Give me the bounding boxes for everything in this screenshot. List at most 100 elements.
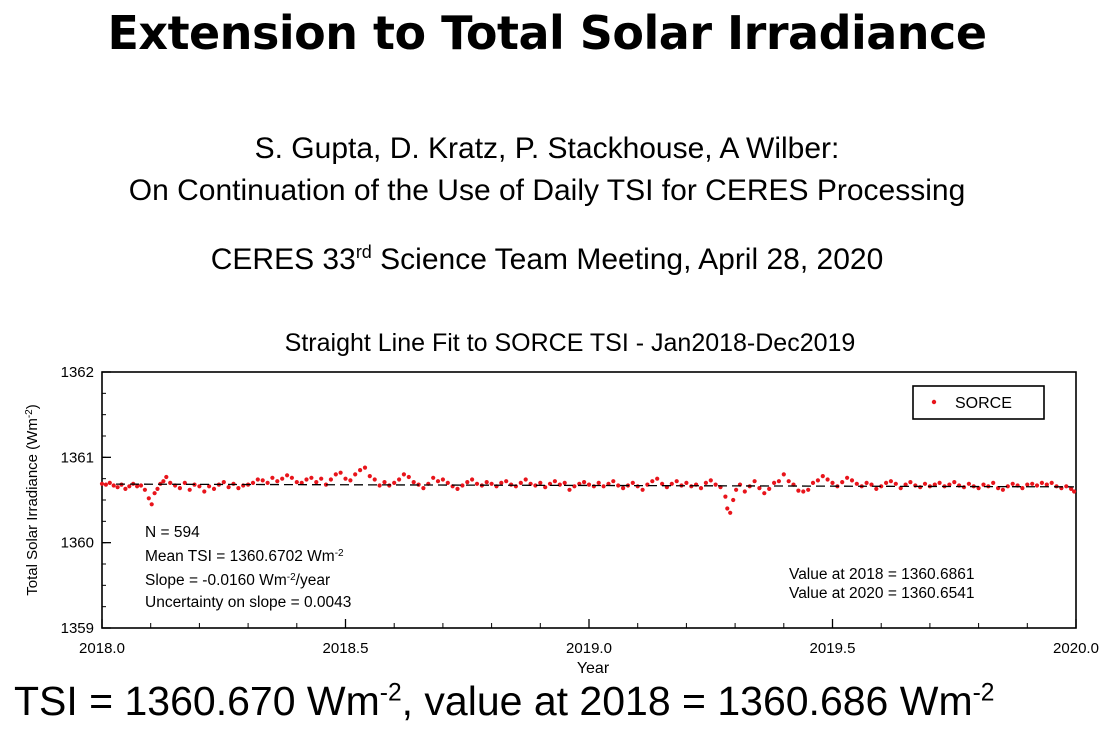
meeting-ordinal: rd (355, 242, 372, 262)
data-point (149, 502, 154, 507)
data-point (801, 489, 806, 494)
data-point (236, 486, 241, 491)
data-point (621, 486, 626, 491)
data-point (421, 486, 426, 491)
data-point (127, 484, 132, 489)
data-point (825, 477, 830, 482)
data-point (221, 480, 226, 485)
data-point (586, 482, 592, 487)
stat-uncertainty: Uncertainty on slope = 0.0043 (145, 594, 351, 611)
data-point (845, 475, 850, 480)
data-point (343, 476, 348, 481)
summary-unit-exp-2: -2 (972, 679, 995, 707)
data-point (182, 480, 187, 485)
data-point (884, 480, 889, 485)
data-point (991, 480, 996, 485)
stat-mean: Mean TSI = 1360.6702 Wm-2 (145, 548, 344, 566)
y-axis-label: Total Solar Irradiance (Wm-2) (24, 404, 42, 595)
data-point (518, 480, 523, 485)
data-point (918, 485, 923, 490)
data-point (1069, 486, 1074, 491)
data-point (353, 472, 358, 477)
slide-title: Extension to Total Solar Irradiance (107, 6, 987, 60)
data-point (372, 477, 377, 482)
y-tick-label: 1359 (61, 620, 94, 637)
data-point (470, 477, 475, 482)
data-point (698, 486, 704, 491)
data-point (146, 496, 151, 501)
data-point (358, 468, 363, 473)
data-point (543, 485, 548, 490)
x-tick-label: 2019.5 (810, 640, 856, 657)
data-point (299, 480, 304, 485)
data-point (742, 489, 747, 494)
data-point (440, 477, 445, 482)
data-point (460, 483, 465, 488)
data-point (713, 482, 718, 487)
meeting-text-pre: CERES 33 (210, 243, 356, 276)
data-point (1010, 481, 1015, 486)
data-point (309, 475, 314, 480)
data-point (362, 465, 368, 470)
data-point (660, 481, 665, 486)
data-point (99, 481, 105, 486)
data-point (684, 480, 689, 485)
data-point (1020, 486, 1025, 491)
summary-tsi: TSI = 1360.670 Wm (14, 678, 380, 724)
x-axis-label: Year (577, 660, 610, 677)
data-point (806, 487, 811, 492)
data-point (319, 476, 324, 481)
data-point (111, 483, 116, 488)
data-point (734, 487, 739, 492)
data-point (304, 477, 309, 482)
data-point (781, 472, 786, 477)
data-point (142, 487, 147, 492)
data-point (601, 484, 606, 489)
data-point (796, 488, 801, 493)
data-point (135, 484, 140, 489)
data-point (1000, 487, 1006, 492)
data-point (107, 480, 112, 485)
data-point (864, 480, 869, 485)
data-point (499, 480, 504, 485)
data-point (164, 474, 169, 480)
data-point (523, 477, 528, 482)
x-tick-label: 2019.0 (566, 640, 612, 657)
data-point (392, 480, 397, 485)
data-point (255, 477, 260, 482)
data-point (294, 480, 299, 485)
data-point (435, 479, 441, 484)
data-point (265, 480, 270, 485)
data-point (952, 480, 957, 485)
data-point (596, 480, 601, 485)
stat-value-2020: Value at 2020 = 1360.6541 (789, 585, 974, 602)
data-point (1034, 483, 1040, 488)
data-point (152, 491, 157, 496)
data-point (874, 486, 879, 491)
data-point (123, 486, 128, 491)
data-point (655, 476, 660, 481)
data-point (888, 479, 894, 484)
axis-ticks (101, 371, 1077, 629)
data-point (731, 497, 736, 503)
data-point (275, 479, 280, 484)
data-point (187, 487, 192, 492)
data-point (640, 487, 645, 492)
data-point (552, 479, 558, 484)
data-point (115, 485, 120, 490)
data-point (854, 481, 859, 486)
data-point (1064, 484, 1069, 489)
data-point (820, 474, 825, 479)
data-point (103, 482, 108, 487)
data-point (562, 480, 567, 485)
data-point (582, 480, 587, 485)
stat-slope: Slope = -0.0160 Wm-2/year (145, 572, 330, 590)
data-point (285, 473, 290, 478)
data-point (810, 480, 816, 485)
data-point (572, 484, 577, 489)
data-point (333, 472, 338, 477)
data-point (932, 482, 937, 487)
data-point (674, 479, 679, 484)
data-point (280, 476, 285, 481)
